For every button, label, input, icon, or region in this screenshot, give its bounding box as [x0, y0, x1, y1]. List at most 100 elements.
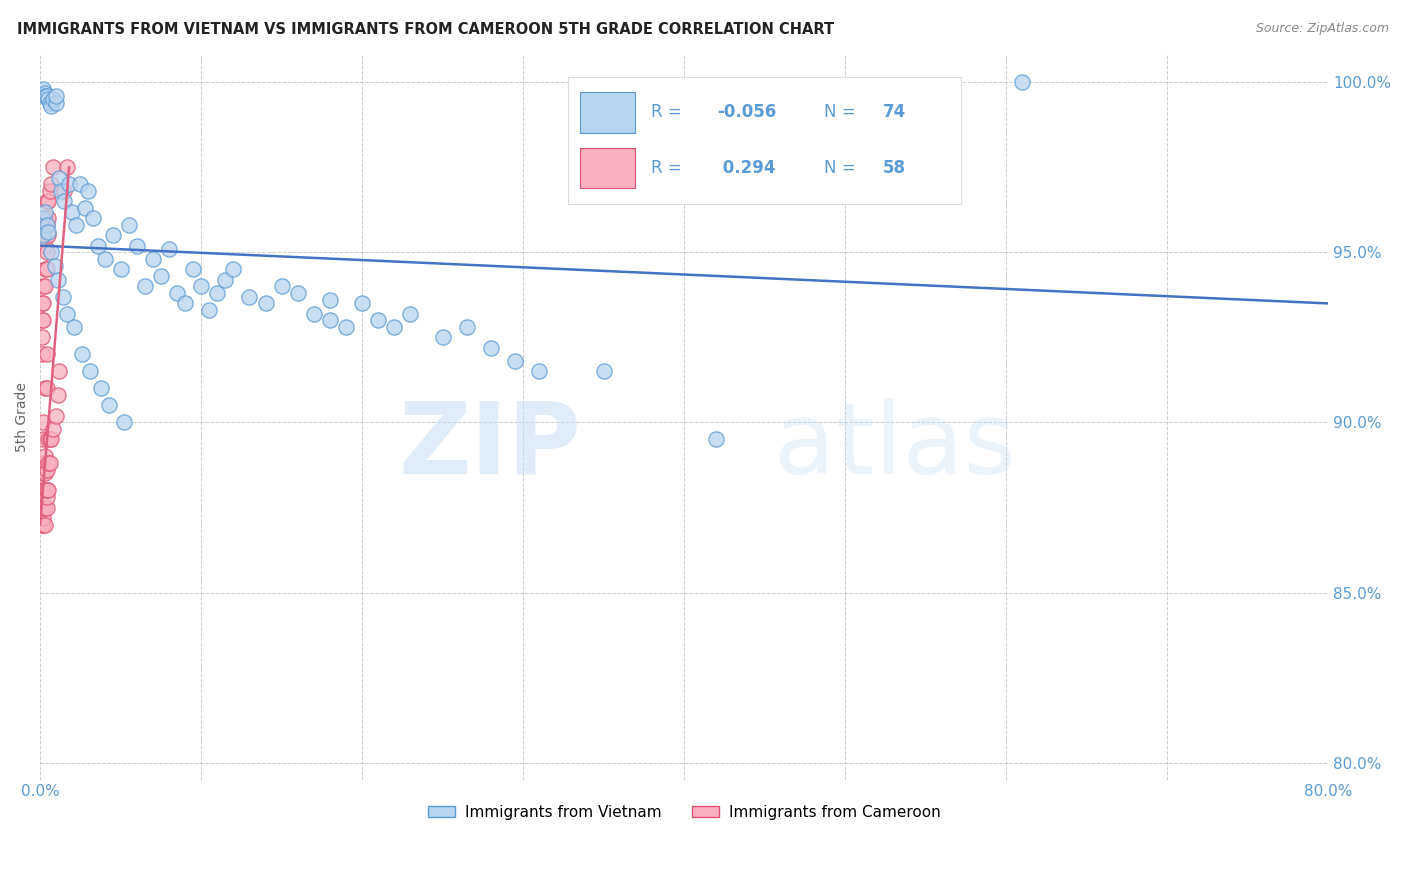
Point: [479, 341, 502, 355]
Point: [65, 218, 87, 232]
Point: [31, 330, 53, 344]
Point: [38, 184, 60, 198]
Point: [399, 307, 422, 321]
Point: [149, 269, 172, 284]
Point: [41, 178, 63, 192]
Point: [32, 313, 55, 327]
Point: [60, 204, 83, 219]
Point: [31, 347, 53, 361]
Point: [704, 433, 727, 447]
Point: [34, 483, 56, 498]
Point: [254, 296, 277, 310]
Point: [110, 262, 132, 277]
Point: [49, 184, 72, 198]
Point: [32, 296, 55, 310]
Point: [34, 279, 56, 293]
Point: [35, 218, 58, 232]
Point: [32, 517, 55, 532]
Point: [198, 303, 221, 318]
Point: [37, 433, 59, 447]
Point: [35, 245, 58, 260]
Text: Source: ZipAtlas.com: Source: ZipAtlas.com: [1256, 22, 1389, 36]
Point: [214, 272, 236, 286]
Point: [37, 211, 59, 226]
Point: [35, 262, 58, 277]
Point: [174, 296, 197, 310]
Point: [34, 211, 56, 226]
Point: [35, 491, 58, 505]
Point: [134, 279, 156, 293]
Point: [56, 307, 79, 321]
Point: [70, 347, 93, 361]
Point: [112, 416, 135, 430]
Point: [31, 463, 53, 477]
Text: ZIP: ZIP: [398, 398, 581, 495]
Point: [166, 286, 188, 301]
Point: [45, 409, 67, 423]
Point: [38, 456, 60, 470]
Point: [37, 228, 59, 243]
Point: [35, 500, 58, 515]
Point: [37, 194, 59, 209]
Point: [34, 467, 56, 481]
Point: [46, 272, 69, 286]
Point: [118, 218, 141, 232]
Point: [34, 517, 56, 532]
Point: [77, 184, 100, 198]
Point: [32, 211, 55, 226]
Point: [82, 211, 104, 226]
Point: [58, 178, 80, 192]
Point: [190, 279, 212, 293]
Point: [32, 500, 55, 515]
Point: [31, 517, 53, 532]
Point: [222, 262, 245, 277]
Point: [34, 86, 56, 100]
Point: [34, 204, 56, 219]
Point: [32, 416, 55, 430]
Legend: Immigrants from Vietnam, Immigrants from Cameroon: Immigrants from Vietnam, Immigrants from…: [422, 799, 946, 826]
Point: [432, 330, 454, 344]
Point: [45, 89, 67, 103]
Point: [287, 286, 309, 301]
Y-axis label: 5th Grade: 5th Grade: [15, 383, 30, 452]
Point: [34, 500, 56, 515]
Point: [42, 161, 65, 175]
Point: [46, 388, 69, 402]
Point: [34, 450, 56, 464]
Point: [181, 262, 204, 277]
Point: [53, 184, 76, 198]
Point: [38, 433, 60, 447]
Point: [35, 483, 58, 498]
Point: [37, 456, 59, 470]
Point: [52, 290, 75, 304]
Point: [38, 95, 60, 110]
Point: [79, 364, 101, 378]
Point: [35, 218, 58, 232]
Point: [35, 89, 58, 103]
Point: [45, 95, 67, 110]
Point: [31, 296, 53, 310]
Text: atlas: atlas: [775, 398, 1017, 495]
Point: [41, 433, 63, 447]
Text: IMMIGRANTS FROM VIETNAM VS IMMIGRANTS FROM CAMEROON 5TH GRADE CORRELATION CHART: IMMIGRANTS FROM VIETNAM VS IMMIGRANTS FR…: [17, 22, 834, 37]
Point: [42, 92, 65, 106]
Point: [592, 364, 614, 378]
Point: [69, 178, 91, 192]
Point: [35, 194, 58, 209]
Point: [335, 320, 357, 334]
Point: [270, 279, 292, 293]
Point: [31, 313, 53, 327]
Point: [101, 228, 124, 243]
Point: [75, 201, 97, 215]
Point: [63, 320, 86, 334]
Point: [53, 194, 76, 209]
Point: [37, 92, 59, 106]
Point: [34, 381, 56, 395]
Point: [35, 347, 58, 361]
Point: [32, 279, 55, 293]
Point: [367, 313, 389, 327]
Point: [98, 399, 121, 413]
Point: [31, 467, 53, 481]
Point: [125, 238, 148, 252]
Point: [37, 483, 59, 498]
